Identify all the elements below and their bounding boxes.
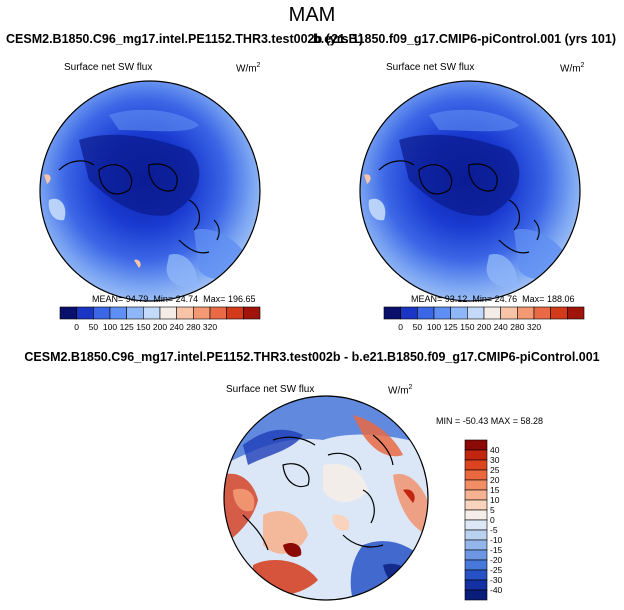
diff-colorbar-swatch (464, 489, 488, 501)
colorbar-swatch (450, 306, 468, 320)
colorbar-tick-label: 200 (152, 322, 168, 332)
colorbar-swatch (550, 306, 568, 320)
diff-colorbar-swatch (464, 509, 488, 521)
right-colorbar-labels: 0 50 100 125 150 200 240 280 320 (384, 322, 584, 334)
colorbar-swatch (567, 306, 585, 320)
diff-variable-label: Surface net SW flux (226, 384, 315, 395)
colorbar-swatch (483, 306, 501, 320)
diff-colorbar-swatch (464, 529, 488, 541)
colorbar-swatch (400, 306, 418, 320)
colorbar-tick-label: 125 (443, 322, 458, 332)
diff-colorbar-tick-label: 10 (490, 495, 500, 505)
colorbar-tick-label: 100 (102, 322, 118, 332)
colorbar-swatch (243, 306, 261, 320)
left-stats: MEAN= 94.79 Min= 24.74 Max= 196.65 (92, 294, 256, 304)
left-polar-map (39, 80, 261, 302)
diff-colorbar-swatch (464, 499, 488, 511)
left-colorbar (59, 306, 261, 320)
diff-colorbar-swatch (464, 519, 488, 531)
colorbar-swatch (209, 306, 227, 320)
diff-colorbar-swatch (464, 559, 488, 571)
diff-colorbar-swatch (464, 589, 488, 601)
colorbar-swatch (226, 306, 244, 320)
colorbar-tick-label: 50 (412, 322, 423, 332)
diff-colorbar-tick-label: 15 (490, 485, 500, 495)
diff-colorbar-swatch (464, 569, 488, 581)
diff-colorbar-swatch (464, 539, 488, 551)
left-variable-label: Surface net SW flux (64, 62, 153, 73)
diff-colorbar-swatch (464, 449, 488, 461)
right-units-label: W/m2 (560, 62, 585, 75)
colorbar-tick-label: 50 (88, 322, 99, 332)
diff-colorbar-swatch (464, 469, 488, 481)
diff-minmax: MIN = -50.43 MAX = 58.28 (436, 416, 544, 426)
diff-colorbar-tick-label: -25 (490, 565, 503, 575)
right-case-title: b.e21.B1850.f09_g17.CMIP6-piControl.001 … (313, 32, 616, 46)
colorbar-swatch (517, 306, 535, 320)
colorbar-tick-label: 240 (493, 322, 508, 332)
diff-colorbar-tick-label: 5 (490, 505, 495, 515)
diff-colorbar-tick-label: -15 (490, 545, 503, 555)
diff-colorbar (464, 439, 488, 601)
right-polar-map (359, 80, 581, 302)
colorbar-tick-label: 125 (119, 322, 134, 332)
diff-colorbar-tick-label: -30 (490, 575, 503, 585)
colorbar-swatch (109, 306, 127, 320)
diff-colorbar-swatch (464, 439, 488, 451)
left-colorbar-labels: 0 50 100 125 150 200 240 280 320 (60, 322, 260, 334)
season-title: MAM (288, 4, 336, 26)
diff-colorbar-tick-label: 0 (490, 515, 495, 525)
colorbar-tick-label: 0 (398, 322, 404, 332)
diff-colorbar-tick-label: 20 (490, 475, 500, 485)
colorbar-swatch (143, 306, 161, 320)
colorbar-swatch (76, 306, 94, 320)
colorbar-swatch (159, 306, 177, 320)
colorbar-swatch (93, 306, 111, 320)
diff-colorbar-tick-label: -40 (490, 585, 503, 595)
colorbar-tick-label: 280 (510, 322, 525, 332)
diff-colorbar-swatch (464, 549, 488, 561)
colorbar-tick-label: 150 (136, 322, 151, 332)
right-stats: MEAN= 93.12 Min= 24.76 Max= 188.06 (411, 294, 575, 304)
right-variable-label: Surface net SW flux (386, 62, 475, 73)
colorbar-tick-label: 280 (186, 322, 201, 332)
colorbar-swatch (193, 306, 211, 320)
colorbar-tick-label: 150 (460, 322, 475, 332)
colorbar-swatch (500, 306, 518, 320)
diff-colorbar-swatch (464, 579, 488, 591)
diff-colorbar-swatch (464, 459, 488, 471)
colorbar-tick-label: 100 (426, 322, 442, 332)
colorbar-swatch (383, 306, 401, 320)
diff-colorbar-labels: 40 30 25 20 15 10 5 0 -5 -10 -15 -20 -25 -30 -40 (490, 440, 520, 600)
diff-title: CESM2.B1850.C96_mg17.intel.PE1152.THR3.t… (24, 350, 600, 364)
diff-colorbar-tick-label: 30 (490, 455, 500, 465)
left-case-title: CESM2.B1850.C96_mg17.intel.PE1152.THR3.t… (6, 32, 364, 46)
right-colorbar (383, 306, 585, 320)
colorbar-swatch (533, 306, 551, 320)
diff-colorbar-tick-label: 25 (490, 465, 500, 475)
colorbar-swatch (467, 306, 485, 320)
colorbar-tick-label: 320 (526, 322, 542, 332)
colorbar-tick-label: 240 (169, 322, 184, 332)
diff-colorbar-tick-label: -10 (490, 535, 503, 545)
diff-units-label: W/m2 (388, 384, 413, 397)
colorbar-swatch (176, 306, 194, 320)
colorbar-swatch (433, 306, 451, 320)
colorbar-swatch (59, 306, 77, 320)
colorbar-tick-label: 200 (476, 322, 492, 332)
diff-colorbar-tick-label: -20 (490, 555, 503, 565)
left-units-label: W/m2 (236, 62, 261, 75)
diff-colorbar-tick-label: 40 (490, 445, 500, 455)
colorbar-swatch (417, 306, 435, 320)
diff-polar-map (223, 395, 429, 601)
colorbar-tick-label: 0 (74, 322, 80, 332)
colorbar-tick-label: 320 (202, 322, 218, 332)
diff-colorbar-swatch (464, 479, 488, 491)
diff-colorbar-tick-label: -5 (490, 525, 498, 535)
colorbar-swatch (126, 306, 144, 320)
